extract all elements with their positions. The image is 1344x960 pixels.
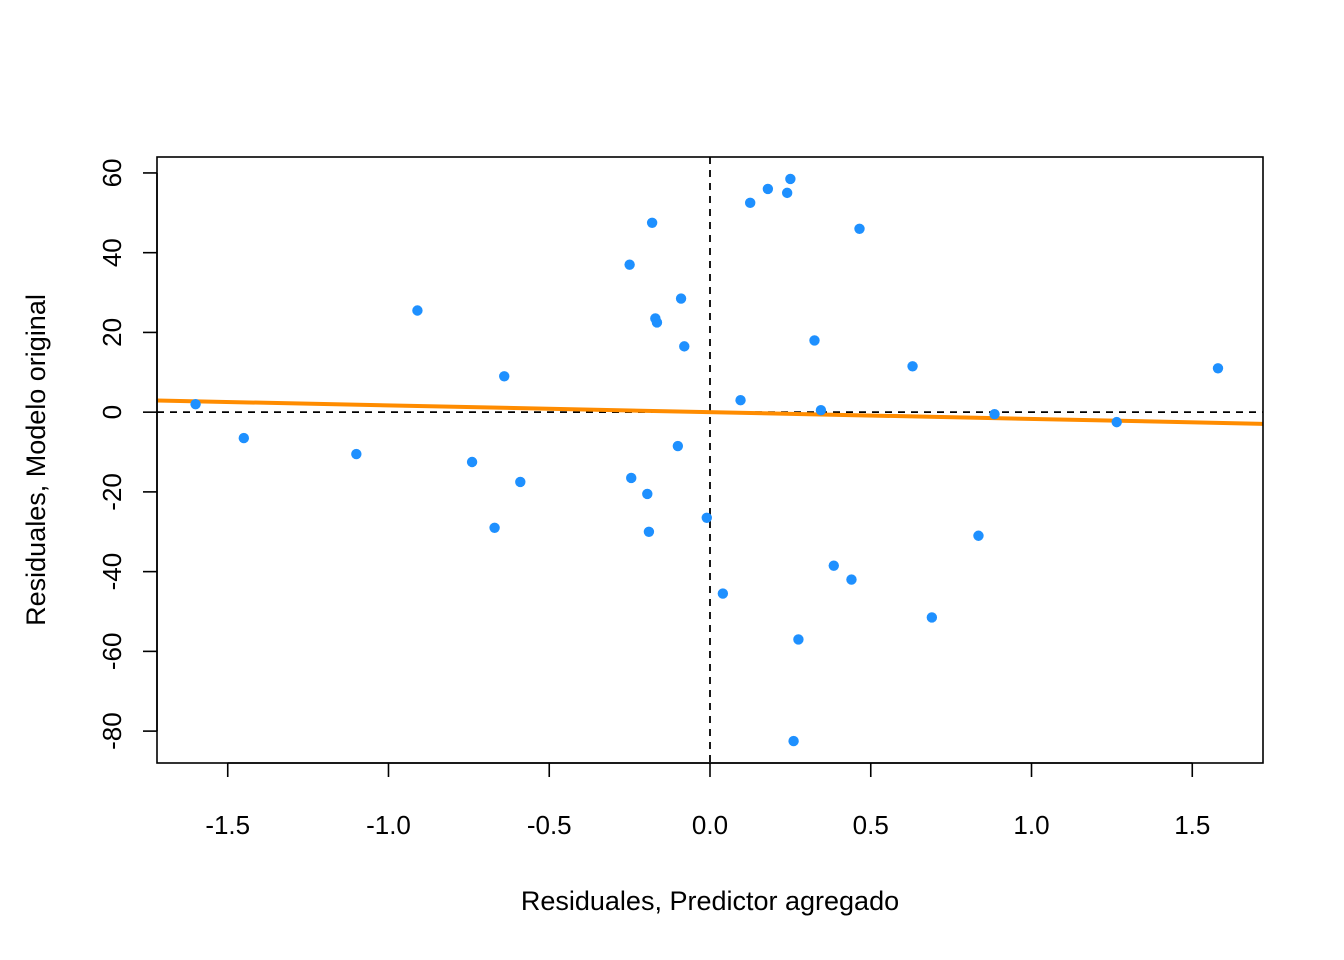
y-axis-title: Residuales, Modelo original bbox=[21, 294, 51, 626]
data-point-7 bbox=[515, 476, 526, 488]
data-point-22 bbox=[762, 183, 774, 195]
y-tick-label-3: -20 bbox=[97, 473, 127, 511]
data-point-20 bbox=[735, 394, 746, 406]
data-point-14 bbox=[651, 317, 663, 328]
y-tick-label-4: 0 bbox=[97, 405, 127, 419]
fit-line-layer bbox=[156, 398, 1264, 426]
data-point-4 bbox=[466, 456, 478, 468]
data-point-28 bbox=[815, 404, 827, 416]
data-point-1 bbox=[238, 432, 250, 444]
data-point-30 bbox=[846, 574, 857, 585]
x-tick-label-1: -1.0 bbox=[366, 810, 411, 840]
data-point-27 bbox=[809, 335, 820, 346]
data-point-15 bbox=[672, 440, 684, 452]
data-point-18 bbox=[701, 512, 712, 524]
data-point-24 bbox=[785, 173, 796, 185]
x-tick-label-0: -1.5 bbox=[205, 810, 250, 840]
data-point-26 bbox=[793, 634, 804, 645]
data-point-0 bbox=[190, 398, 201, 410]
data-point-9 bbox=[626, 472, 637, 484]
data-point-32 bbox=[907, 361, 918, 372]
fit-line bbox=[156, 398, 1264, 426]
y-tick-label-7: 60 bbox=[97, 158, 127, 187]
x-tick-label-6: 1.5 bbox=[1174, 810, 1210, 840]
data-point-29 bbox=[828, 560, 839, 571]
data-point-10 bbox=[642, 488, 653, 500]
x-tick-label-2: -0.5 bbox=[527, 810, 572, 840]
x-tick-label-3: 0.0 bbox=[692, 810, 728, 840]
data-point-12 bbox=[646, 217, 658, 228]
x-axis-title: Residuales, Predictor agregado bbox=[521, 886, 899, 916]
data-point-37 bbox=[1212, 363, 1224, 374]
data-point-3 bbox=[412, 305, 423, 316]
data-point-8 bbox=[624, 259, 635, 270]
data-point-17 bbox=[679, 341, 690, 352]
data-point-34 bbox=[973, 530, 984, 541]
data-point-5 bbox=[489, 522, 500, 533]
data-point-6 bbox=[499, 371, 510, 382]
x-tick-label-5: 1.0 bbox=[1013, 810, 1049, 840]
data-point-36 bbox=[1111, 416, 1122, 428]
y-tick-label-0: -80 bbox=[97, 712, 127, 750]
y-axis: -80 -60 -40 -20 0 20 40 60 bbox=[97, 158, 158, 750]
data-point-23 bbox=[781, 187, 793, 199]
x-axis: -1.5 -1.0 -0.5 0.0 0.5 1.0 1.5 bbox=[205, 762, 1210, 840]
data-point-25 bbox=[788, 735, 799, 747]
data-point-33 bbox=[926, 612, 938, 623]
data-point-11 bbox=[643, 526, 655, 537]
data-point-2 bbox=[351, 448, 362, 460]
reference-lines bbox=[157, 157, 1263, 763]
y-tick-label-1: -60 bbox=[97, 633, 127, 671]
data-point-21 bbox=[744, 197, 756, 209]
x-tick-label-4: 0.5 bbox=[853, 810, 889, 840]
data-point-19 bbox=[717, 588, 729, 599]
y-tick-label-6: 40 bbox=[97, 238, 127, 267]
data-point-31 bbox=[854, 223, 865, 234]
data-point-35 bbox=[989, 408, 1000, 420]
y-tick-label-2: -40 bbox=[97, 553, 127, 591]
y-tick-label-5: 20 bbox=[97, 318, 127, 347]
data-point-16 bbox=[675, 293, 687, 304]
data-points bbox=[190, 173, 1224, 747]
